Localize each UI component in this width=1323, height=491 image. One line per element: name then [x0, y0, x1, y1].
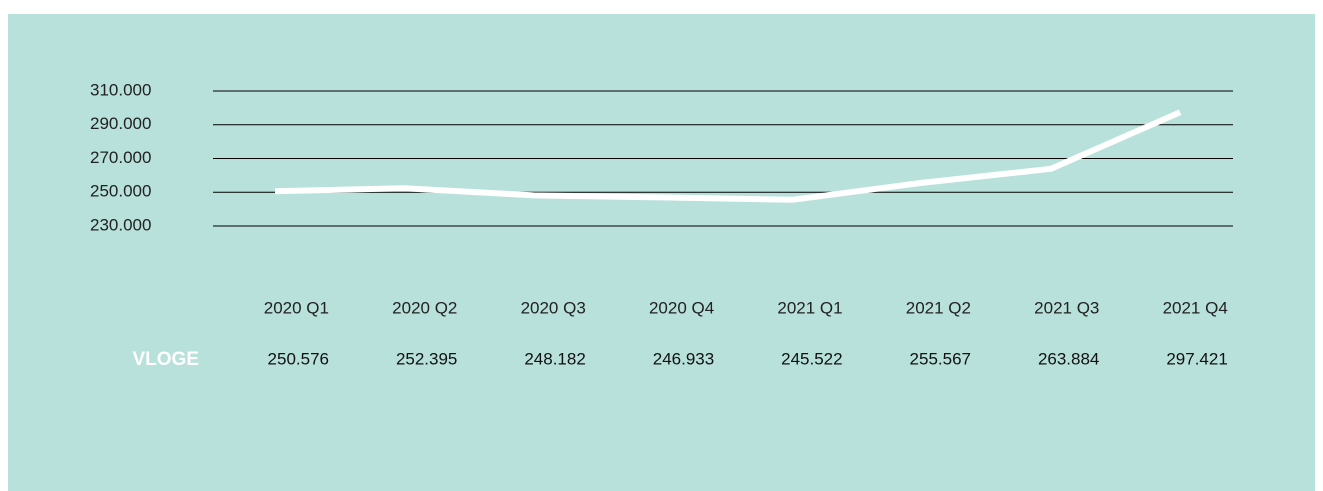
- data-label: 245.522: [781, 349, 842, 368]
- y-tick-label: 230.000: [90, 215, 151, 234]
- x-tick-label: 2021 Q1: [777, 298, 842, 317]
- y-tick-label: 270.000: [90, 148, 151, 167]
- data-line: [274, 109, 1182, 203]
- y-tick-label: 290.000: [90, 114, 151, 133]
- y-tick-label: 250.000: [90, 182, 151, 201]
- data-label: 250.576: [268, 349, 329, 368]
- series-name: VLOGE: [132, 349, 199, 370]
- x-tick-label: 2020 Q4: [649, 298, 714, 317]
- chart-background: [8, 14, 1315, 491]
- data-label: 263.884: [1038, 349, 1099, 368]
- x-tick-label: 2020 Q2: [392, 298, 457, 317]
- x-tick-label: 2020 Q1: [264, 298, 329, 317]
- x-tick-label: 2020 Q3: [521, 298, 586, 317]
- data-label: 255.567: [910, 349, 971, 368]
- data-label: 252.395: [396, 349, 457, 368]
- data-label: 297.421: [1166, 349, 1227, 368]
- y-tick-label: 310.000: [90, 80, 151, 99]
- data-label: 246.933: [653, 349, 714, 368]
- x-tick-label: 2021 Q2: [906, 298, 971, 317]
- data-label: 248.182: [524, 349, 585, 368]
- x-tick-label: 2021 Q3: [1034, 298, 1099, 317]
- x-tick-label: 2021 Q4: [1163, 298, 1228, 317]
